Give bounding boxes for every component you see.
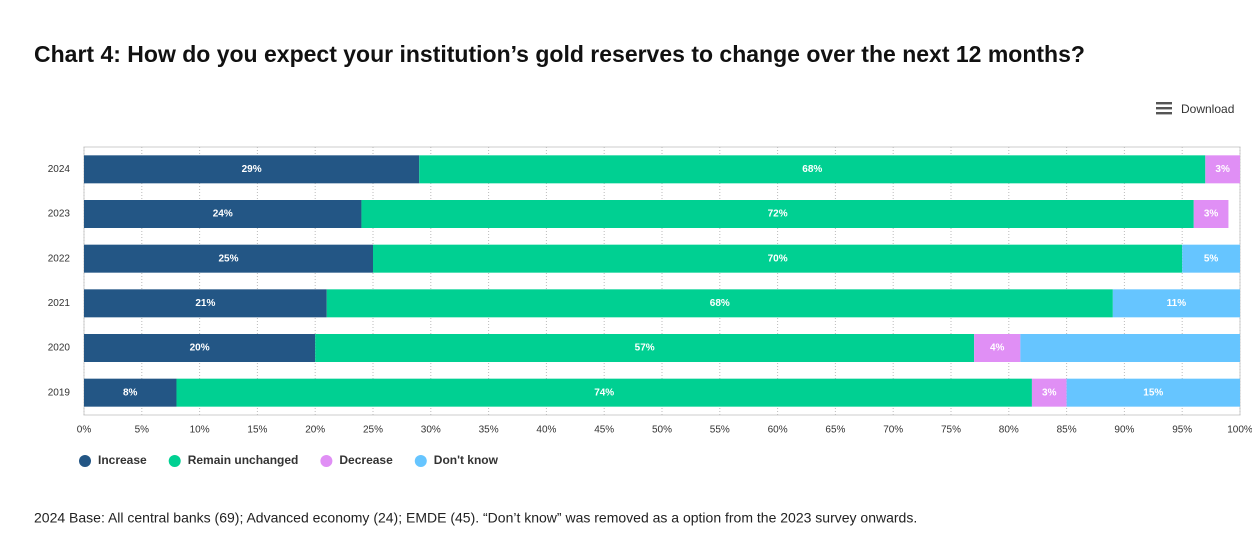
value-label: 74% <box>594 387 614 398</box>
value-label: 70% <box>768 253 788 264</box>
x-tick-label: 45% <box>594 425 614 436</box>
bar-segment <box>1031 378 1067 407</box>
y-tick-label: 2019 <box>48 387 71 398</box>
bar-segment <box>84 244 373 273</box>
bar-segment <box>419 155 1206 184</box>
y-tick-label: 2024 <box>48 164 71 175</box>
value-label: 21% <box>195 298 215 309</box>
x-tick-label: 50% <box>652 425 672 436</box>
bar-segment <box>84 155 420 184</box>
bar-segment <box>361 200 1194 228</box>
value-label: 57% <box>635 343 655 354</box>
menu-icon <box>1156 102 1172 105</box>
bar-segment <box>1020 334 1240 362</box>
value-label: 24% <box>213 209 233 220</box>
legend-marker <box>168 455 181 467</box>
x-tick-label: 15% <box>247 425 267 436</box>
bar-segment <box>326 289 1113 318</box>
x-tick-label: 95% <box>1172 425 1192 436</box>
bar-segment <box>1112 289 1240 318</box>
value-label: 68% <box>802 164 822 175</box>
x-tick-label: 90% <box>1114 425 1134 436</box>
bar-segment <box>1066 378 1240 407</box>
value-label: 3% <box>1042 387 1057 398</box>
bar-segment <box>84 200 362 228</box>
x-tick-label: 5% <box>135 425 150 436</box>
bar-segment <box>84 289 327 318</box>
y-tick-label: 2020 <box>48 343 71 354</box>
value-label: 3% <box>1204 209 1219 220</box>
bar-segment <box>1182 244 1240 273</box>
x-tick-label: 70% <box>883 425 903 436</box>
download-button[interactable]: Download <box>1156 102 1234 116</box>
value-label: 5% <box>1204 253 1219 264</box>
x-tick-label: 35% <box>479 425 499 436</box>
value-label: 15% <box>1143 387 1163 398</box>
x-tick-label: 80% <box>999 425 1019 436</box>
x-tick-label: 55% <box>710 425 730 436</box>
legend-marker <box>79 455 91 467</box>
x-tick-label: 0% <box>77 425 92 436</box>
x-tick-label: 25% <box>363 425 383 436</box>
x-tick-label: 85% <box>1057 425 1077 436</box>
legend-label: Increase <box>98 453 147 467</box>
menu-icon <box>1156 107 1172 110</box>
value-label: 3% <box>1215 164 1230 175</box>
bar-segment <box>1205 155 1240 184</box>
legend-marker <box>414 455 427 467</box>
download-label[interactable]: Download <box>1181 102 1234 116</box>
value-label: 68% <box>710 298 730 309</box>
plot-frame <box>83 146 1241 416</box>
y-tick-label: 2023 <box>48 209 71 220</box>
x-tick-label: 60% <box>768 425 788 436</box>
legend-label: Don't know <box>434 453 499 467</box>
menu-icon <box>1156 112 1172 115</box>
y-tick-label: 2022 <box>48 253 71 264</box>
bar-segment <box>974 334 1021 362</box>
x-tick-label: 10% <box>190 425 210 436</box>
bar-segment <box>315 334 975 362</box>
value-label: 11% <box>1167 298 1187 309</box>
value-label: 8% <box>123 387 138 398</box>
legend-marker <box>320 455 333 467</box>
value-label: 4% <box>990 343 1005 354</box>
bar-segment <box>1193 200 1229 228</box>
legend-label: Decrease <box>339 453 393 467</box>
value-label: 20% <box>190 343 210 354</box>
x-tick-label: 30% <box>421 425 441 436</box>
value-label: 25% <box>218 253 238 264</box>
footnote: 2024 Base: All central banks (69); Advan… <box>34 510 917 526</box>
bar-segment <box>176 378 1032 407</box>
x-tick-label: 40% <box>536 425 556 436</box>
value-label: 29% <box>242 164 262 175</box>
x-tick-label: 65% <box>825 425 845 436</box>
bar-segment <box>84 378 177 407</box>
x-tick-label: 20% <box>305 425 325 436</box>
value-label: 72% <box>768 209 788 220</box>
legend-label: Remain unchanged <box>188 453 299 467</box>
chart-title: Chart 4: How do you expect your institut… <box>34 41 1085 67</box>
bar-segment <box>373 244 1183 273</box>
bar-segment <box>84 334 316 362</box>
x-tick-label: 100% <box>1227 425 1252 436</box>
y-tick-label: 2021 <box>48 298 71 309</box>
x-tick-label: 75% <box>941 425 961 436</box>
